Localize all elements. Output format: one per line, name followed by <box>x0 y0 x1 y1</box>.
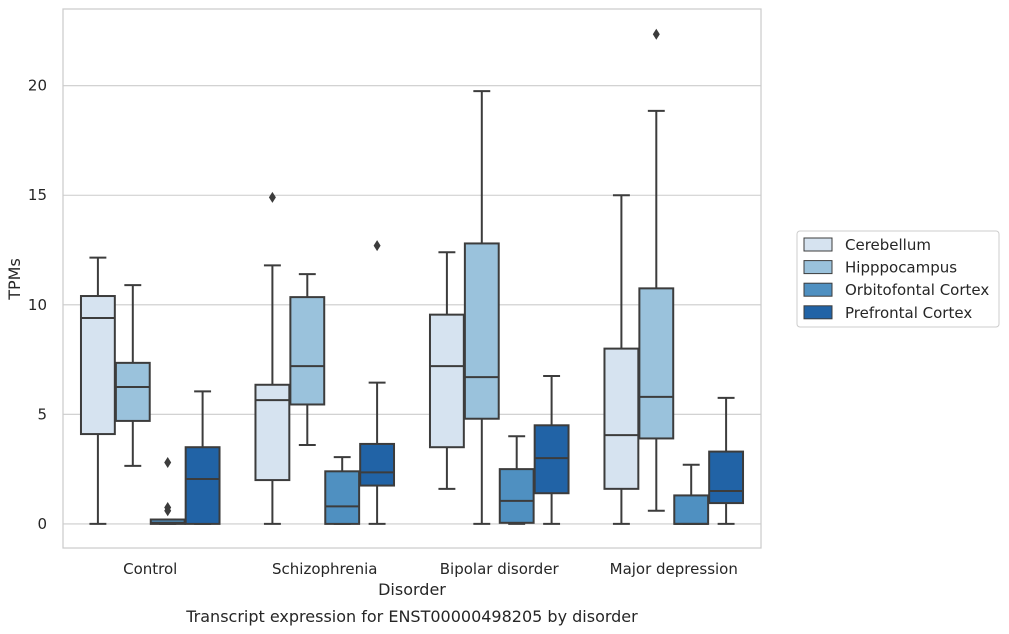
legend: Cerebellum Hipppocampus Orbitofontal Corte… <box>796 230 1000 328</box>
box <box>603 347 640 490</box>
outlier-point <box>268 191 276 203</box>
legend-label: Orbitofontal Cortex <box>845 281 989 299</box>
x-tick-label: Major depression <box>610 560 738 578</box>
x-axis-label: Disorder <box>378 580 446 599</box>
box <box>673 494 710 525</box>
legend-swatch <box>803 260 833 275</box>
outlier-point <box>164 501 172 513</box>
plot-frame <box>62 8 762 549</box>
box <box>184 446 221 525</box>
box <box>638 287 675 440</box>
box-series <box>79 28 745 525</box>
legend-frame <box>796 230 1000 328</box>
y-tick-label: 20 <box>28 77 47 95</box>
box <box>79 295 116 436</box>
box-group <box>114 284 151 467</box>
box-group <box>149 457 186 525</box>
legend-swatch <box>803 305 833 320</box>
box-group <box>708 396 745 525</box>
y-tick-label: 15 <box>28 186 47 204</box>
box <box>498 468 535 524</box>
box-group <box>638 28 675 512</box>
outlier-point <box>652 28 660 40</box>
legend-label: Cerebellum <box>845 236 931 254</box>
box <box>359 442 396 487</box>
y-tick-label: 5 <box>37 405 47 423</box>
outlier-point <box>373 240 381 252</box>
y-tick-label: 10 <box>28 296 47 314</box>
box-group <box>254 191 291 525</box>
x-tick-label: Bipolar disorder <box>440 560 560 578</box>
y-tick-labels: 0 5 10 15 20 <box>28 77 47 533</box>
box <box>533 424 570 495</box>
chart-caption: Transcript expression for ENST0000049820… <box>185 607 638 626</box>
x-tick-label: Control <box>123 560 177 578</box>
box-group <box>428 251 465 490</box>
legend-swatch <box>803 237 833 252</box>
x-tick-labels: Control Schizophrenia Bipolar disorder Majo… <box>123 560 738 578</box>
box-group <box>603 194 640 525</box>
box <box>324 470 361 525</box>
box <box>708 450 745 505</box>
box-group <box>533 375 570 525</box>
box <box>428 313 465 449</box>
y-axis-label: TPMs <box>5 258 24 301</box>
box-group <box>324 456 361 525</box>
legend-label: Prefrontal Cortex <box>845 304 972 322</box>
box-group <box>498 435 535 525</box>
box-group <box>673 463 710 525</box>
box-group <box>463 90 500 525</box>
legend-label: Hipppocampus <box>845 259 957 277</box>
box <box>289 296 326 406</box>
y-tick-label: 0 <box>37 515 47 533</box>
box-group <box>359 240 396 525</box>
box-group <box>289 273 326 447</box>
box <box>114 361 151 422</box>
x-tick-label: Schizophrenia <box>272 560 377 578</box>
box <box>463 242 500 420</box>
outlier-point <box>164 457 172 469</box>
box-group <box>184 390 221 525</box>
box-group <box>79 256 116 525</box>
box <box>149 518 186 525</box>
box <box>254 383 291 482</box>
legend-swatch <box>803 282 833 297</box>
